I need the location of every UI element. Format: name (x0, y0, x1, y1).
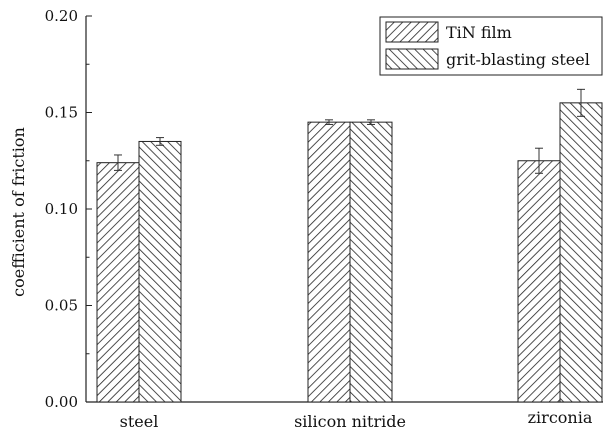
legend: TiN film grit-blasting steel (379, 16, 603, 76)
bar-grit-blasting-steel-silicon-nitride (349, 121, 393, 403)
bar-grit-blasting-steel-steel (138, 140, 182, 403)
y-tick-label: 0.10 (45, 200, 78, 218)
x-tick-label-silicon-nitride: silicon nitride (294, 412, 406, 431)
bar-tin-film-steel (96, 162, 140, 403)
y-tick-label: 0.05 (45, 297, 78, 315)
plot-area: 0.00 0.05 0.10 0.15 0.20 steel silicon nitride… (45, 7, 603, 431)
bar-tin-film-silicon-nitride (307, 121, 351, 403)
y-tick-label: 0.20 (45, 7, 78, 25)
bar-tin-film-zirconia (517, 160, 561, 403)
legend-swatch-grit-blasting-steel (385, 48, 439, 70)
y-tick-label: 0.15 (45, 104, 78, 122)
x-tick-label-zirconia: zirconia (528, 408, 593, 427)
legend-label-tin-film: TiN film (446, 23, 512, 42)
legend-label-grit-blasting-steel: grit-blasting steel (446, 50, 590, 69)
legend-swatch-tin-film (385, 21, 439, 43)
y-axis-label: coefficient of friction (9, 127, 28, 297)
x-tick-label-steel: steel (120, 412, 159, 431)
y-tick-label: 0.00 (45, 393, 78, 411)
bar-grit-blasting-steel-zirconia (559, 102, 603, 403)
